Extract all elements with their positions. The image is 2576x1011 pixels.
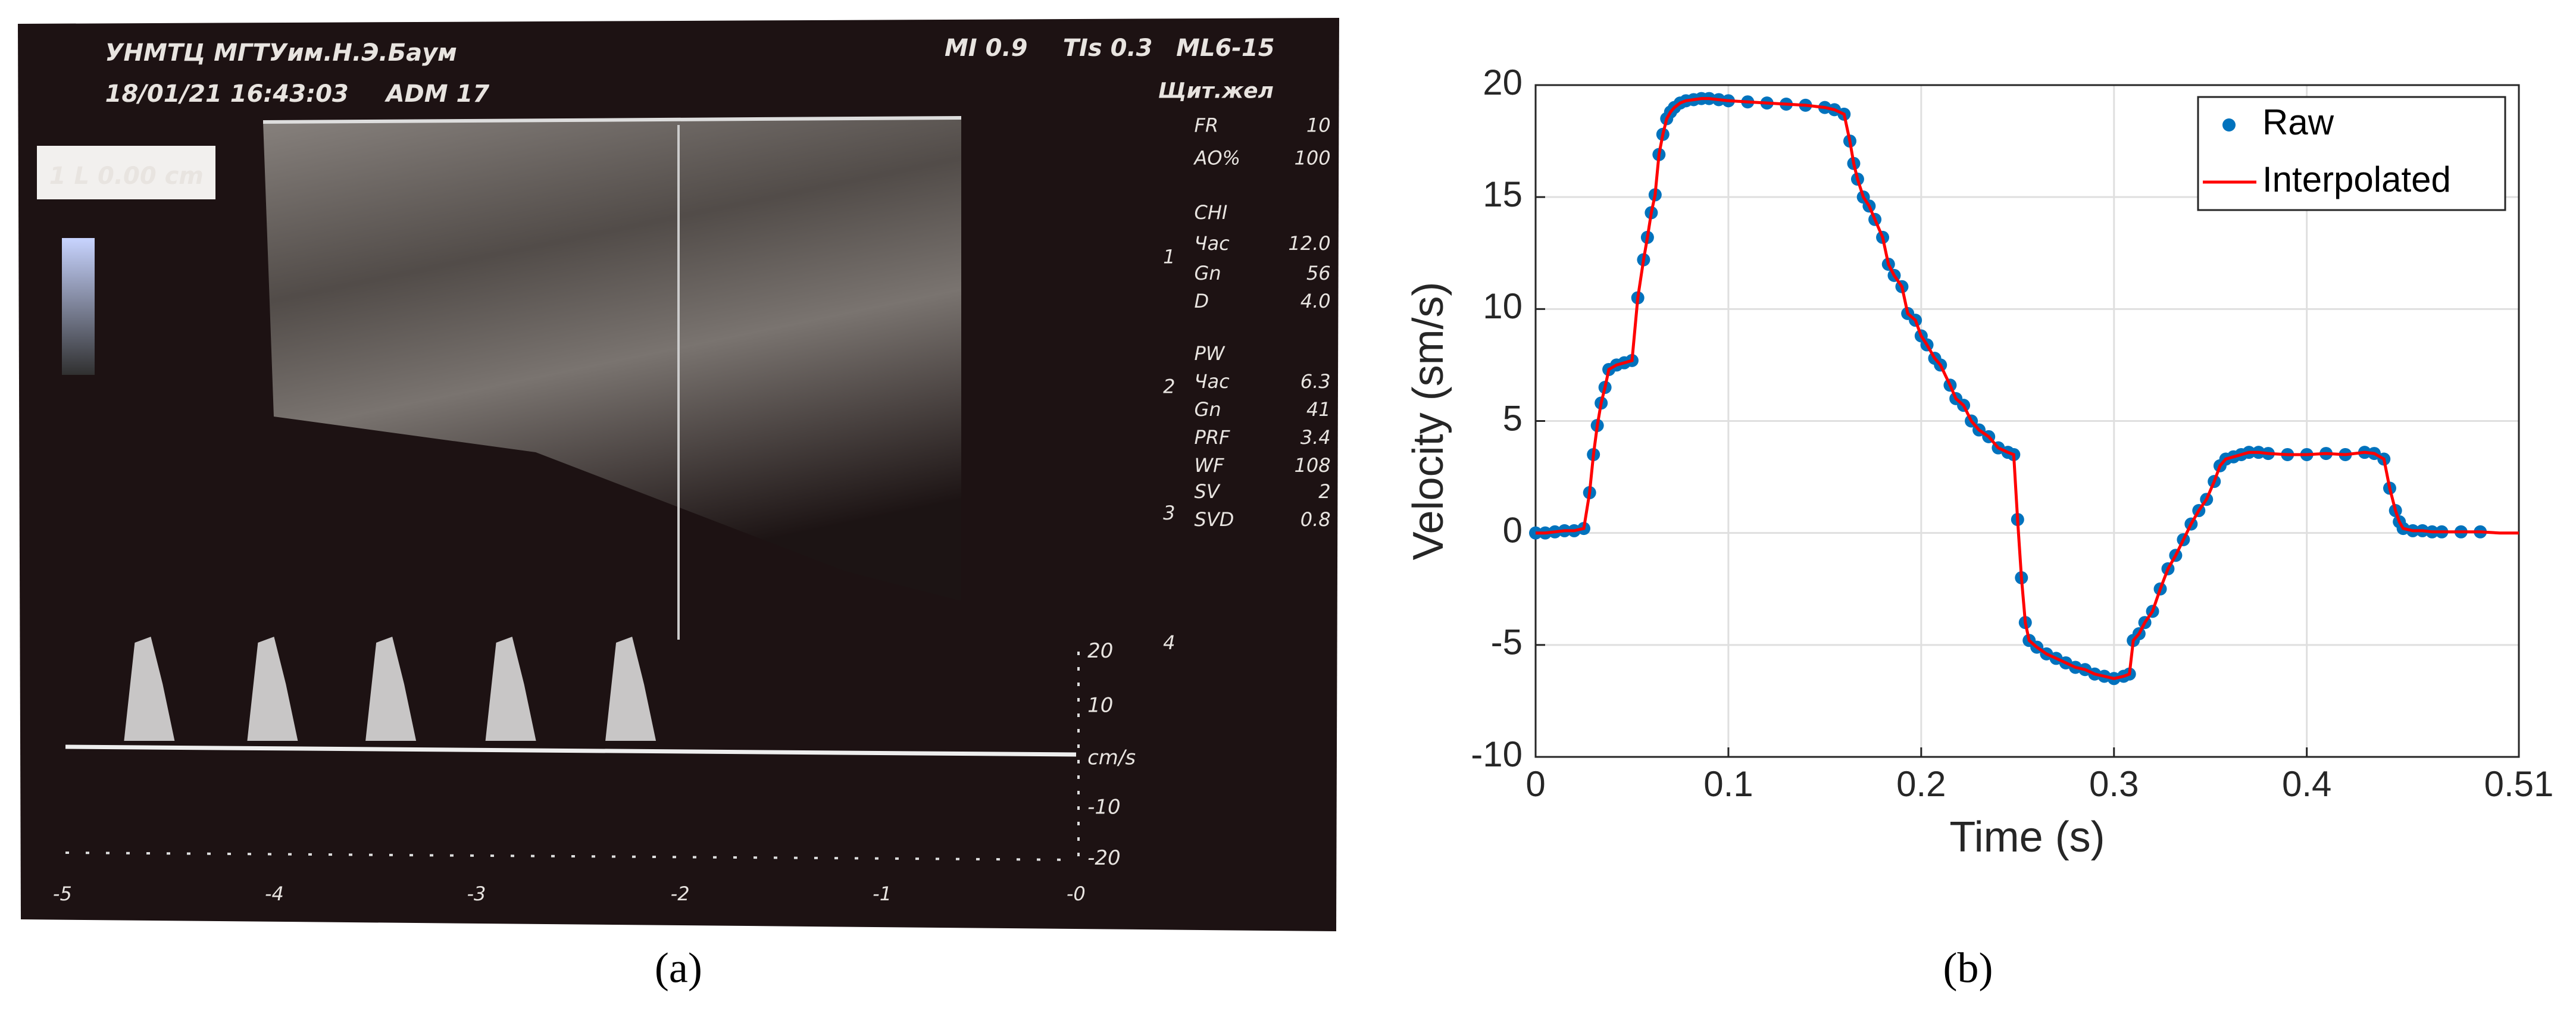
y-tick-label: 15 bbox=[1483, 174, 1523, 214]
legend-label: Interpolated bbox=[2262, 159, 2451, 199]
depth-label: 3 bbox=[1163, 502, 1175, 524]
setting-name: Gn bbox=[1195, 398, 1221, 421]
setting-name: PRF bbox=[1195, 426, 1231, 449]
x-axis-label: Time (s) bbox=[1949, 813, 2105, 861]
depth-label: 2 bbox=[1163, 375, 1175, 397]
time-scale-label: -3 bbox=[467, 882, 486, 905]
x-tick-label: 0.3 bbox=[2089, 764, 2139, 804]
chart: -10 -5 0 5 10 15 20 0 0.1 0.2 0.3 0.4 0.51 Time (s) Ve… bbox=[1405, 62, 2553, 861]
velocity-scale-label: cm/s bbox=[1087, 746, 1136, 770]
photo-label: MI 0.9 bbox=[945, 35, 1027, 62]
setting-name: AO% bbox=[1193, 147, 1240, 170]
y-tick-label: 0 bbox=[1503, 511, 1523, 550]
ultrasound-photo: УНМТЦ МГТУим.Н.Э.Баум 18/01/21 16:43:03 AD… bbox=[18, 18, 1339, 931]
photo-label: 1 L 0.00 cm bbox=[49, 162, 204, 190]
setting-value: 0.8 bbox=[1300, 508, 1331, 531]
photo-label: Щит.жел bbox=[1158, 79, 1274, 104]
b-mode-image bbox=[263, 119, 961, 601]
legend-marker bbox=[2222, 118, 2236, 132]
x-tick-label: 0.51 bbox=[2484, 764, 2554, 804]
panel-label: (b) bbox=[1943, 944, 1993, 991]
setting-value: 4.0 bbox=[1300, 290, 1331, 312]
measure-box bbox=[37, 146, 215, 199]
setting-name: SV bbox=[1195, 480, 1221, 503]
x-tick-label: 0.4 bbox=[2282, 764, 2331, 804]
setting-value: 56 bbox=[1306, 262, 1331, 284]
setting-value: 2 bbox=[1318, 480, 1330, 503]
setting-value: 108 bbox=[1295, 454, 1331, 477]
x-tick-label: 0.2 bbox=[1896, 764, 1946, 804]
time-scale-label: -2 bbox=[671, 882, 690, 905]
setting-name: FR bbox=[1195, 114, 1219, 137]
y-tick-label: 5 bbox=[1503, 398, 1523, 438]
photo-label: 18/01/21 16:43:03 bbox=[105, 80, 349, 108]
setting-name: D bbox=[1195, 290, 1209, 312]
doppler-baseline bbox=[65, 744, 1077, 757]
doppler-peak bbox=[365, 637, 417, 741]
time-scale-label: -1 bbox=[873, 882, 892, 905]
legend-label: Raw bbox=[2262, 102, 2334, 142]
setting-value: 10 bbox=[1306, 114, 1331, 137]
time-scale-label: -5 bbox=[53, 882, 72, 905]
gray-bar bbox=[62, 238, 95, 375]
photo-label: ML6-15 bbox=[1176, 35, 1274, 62]
setting-name: Час bbox=[1195, 370, 1230, 393]
setting-value: 12.0 bbox=[1288, 232, 1330, 255]
doppler-peak bbox=[124, 637, 175, 741]
y-tick-label: -5 bbox=[1491, 622, 1523, 662]
image-border bbox=[262, 116, 962, 124]
setting-name: Gn bbox=[1195, 262, 1221, 284]
photo-label: TIs 0.3 bbox=[1063, 35, 1153, 62]
setting-name: WF bbox=[1195, 454, 1225, 477]
setting-value: 3.4 bbox=[1300, 426, 1331, 449]
y-axis-label: Velocity (sm/s) bbox=[1405, 281, 1452, 560]
depth-label: 1 bbox=[1163, 245, 1175, 268]
setting-name: Час bbox=[1195, 232, 1230, 255]
velocity-scale-label: 20 bbox=[1087, 639, 1113, 663]
setting-name: SVD bbox=[1195, 508, 1234, 531]
y-tick-label: 20 bbox=[1483, 62, 1523, 102]
velocity-scale-label: -10 bbox=[1087, 795, 1121, 819]
time-scale-label: -4 bbox=[265, 882, 284, 905]
setting-name: PW bbox=[1195, 342, 1226, 365]
panel-label: (a) bbox=[655, 944, 702, 991]
velocity-scale-label: -20 bbox=[1087, 846, 1121, 870]
photo-label: ADM 17 bbox=[384, 80, 490, 108]
time-scale-label: -0 bbox=[1067, 882, 1086, 905]
y-tick-label: 10 bbox=[1483, 286, 1523, 326]
interpolated-line bbox=[1536, 97, 2519, 680]
plot-frame bbox=[1534, 84, 2520, 758]
x-tick-label: 0 bbox=[1525, 764, 1545, 804]
velocity-scale-label: 10 bbox=[1087, 693, 1113, 717]
depth-label: 4 bbox=[1163, 631, 1175, 654]
doppler-peak bbox=[485, 637, 536, 741]
setting-value: 41 bbox=[1306, 398, 1331, 421]
legend-box bbox=[2197, 96, 2506, 211]
doppler-peak bbox=[247, 637, 298, 741]
photo-label: УНМТЦ МГТУим.Н.Э.Баум bbox=[105, 39, 457, 67]
y-tick-label: -10 bbox=[1471, 734, 1523, 774]
x-tick-label: 0.1 bbox=[1703, 764, 1753, 804]
setting-name: CHI bbox=[1195, 201, 1228, 224]
setting-value: 6.3 bbox=[1300, 370, 1331, 393]
doppler-peak bbox=[605, 637, 656, 741]
setting-value: 100 bbox=[1295, 147, 1331, 170]
